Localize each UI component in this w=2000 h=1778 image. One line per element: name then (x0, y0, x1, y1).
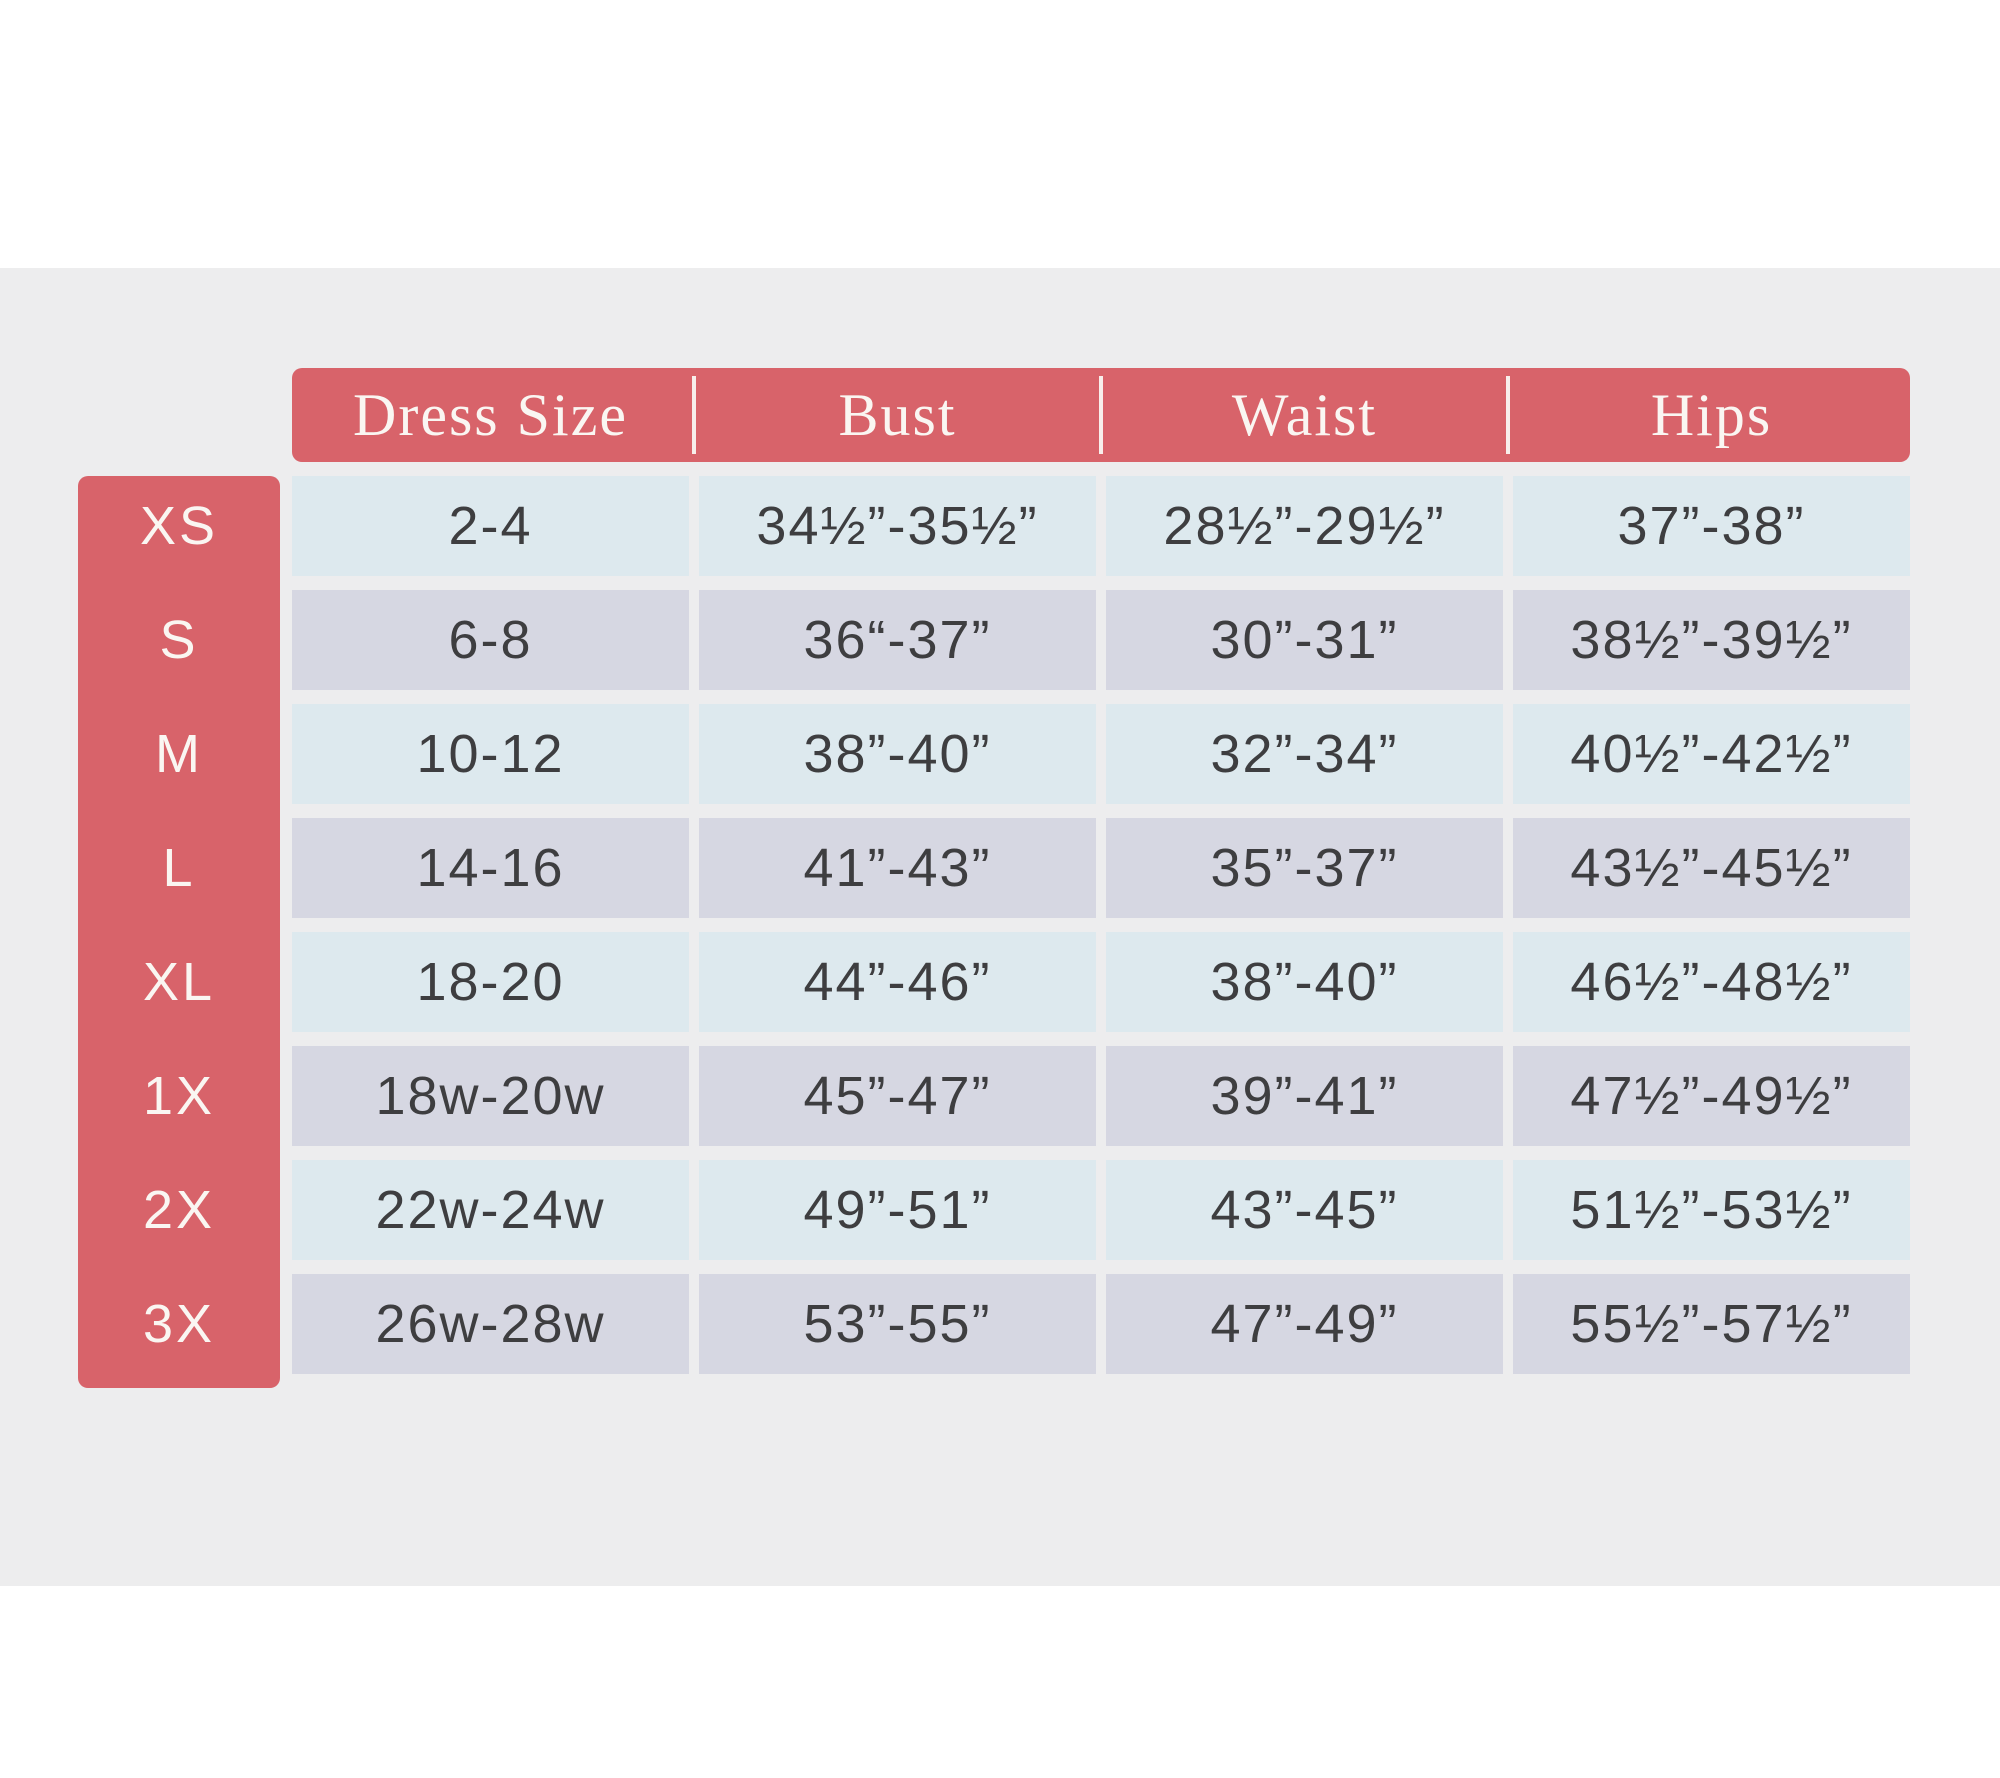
cell-dress-size: 18-20 (292, 932, 689, 1032)
row-label-s: S (159, 610, 199, 670)
cell-dress-size: 2-4 (292, 476, 689, 576)
cell-waist: 35”-37” (1106, 818, 1503, 918)
cell-waist: 28½”-29½” (1106, 476, 1503, 576)
table-header-row: Dress Size Bust Waist Hips (292, 368, 1910, 462)
row-label-2x: 2X (142, 1180, 216, 1240)
cell-waist: 32”-34” (1106, 704, 1503, 804)
cell-hips: 37”-38” (1513, 476, 1910, 576)
cell-bust: 38”-40” (699, 704, 1096, 804)
cell-waist: 39”-41” (1106, 1046, 1503, 1146)
cell-hips: 43½”-45½” (1513, 818, 1910, 918)
row-label-3x: 3X (142, 1294, 216, 1354)
cell-waist: 38”-40” (1106, 932, 1503, 1032)
cell-dress-size: 14-16 (292, 818, 689, 918)
size-table-body: 2-4 34½”-35½” 28½”-29½” 37”-38” 6-8 36“-… (292, 476, 1910, 1374)
row-label-xs: XS (139, 496, 219, 556)
cell-dress-size: 10-12 (292, 704, 689, 804)
cell-waist: 47”-49” (1106, 1274, 1503, 1374)
cell-hips: 51½”-53½” (1513, 1160, 1910, 1260)
row-label-m: M (155, 724, 203, 784)
row-label-column: XS S M L XL 1X 2X 3X (78, 476, 280, 1388)
cell-bust: 53”-55” (699, 1274, 1096, 1374)
cell-hips: 38½”-39½” (1513, 590, 1910, 690)
cell-bust: 34½”-35½” (699, 476, 1096, 576)
cell-waist: 30”-31” (1106, 590, 1503, 690)
cell-bust: 49”-51” (699, 1160, 1096, 1260)
cell-dress-size: 18w-20w (292, 1046, 689, 1146)
cell-hips: 46½”-48½” (1513, 932, 1910, 1032)
row-label-l: L (162, 838, 196, 898)
column-header-waist: Waist (1099, 368, 1503, 462)
cell-bust: 44”-46” (699, 932, 1096, 1032)
cell-hips: 40½”-42½” (1513, 704, 1910, 804)
cell-bust: 41”-43” (699, 818, 1096, 918)
cell-dress-size: 22w-24w (292, 1160, 689, 1260)
cell-bust: 36“-37” (699, 590, 1096, 690)
column-header-bust: Bust (692, 368, 1096, 462)
cell-dress-size: 6-8 (292, 590, 689, 690)
row-label-xl: XL (142, 952, 216, 1012)
cell-hips: 55½”-57½” (1513, 1274, 1910, 1374)
column-header-hips: Hips (1506, 368, 1910, 462)
cell-waist: 43”-45” (1106, 1160, 1503, 1260)
cell-dress-size: 26w-28w (292, 1274, 689, 1374)
cell-bust: 45”-47” (699, 1046, 1096, 1146)
row-label-1x: 1X (142, 1066, 216, 1126)
cell-hips: 47½”-49½” (1513, 1046, 1910, 1146)
column-header-dress-size: Dress Size (353, 381, 628, 448)
